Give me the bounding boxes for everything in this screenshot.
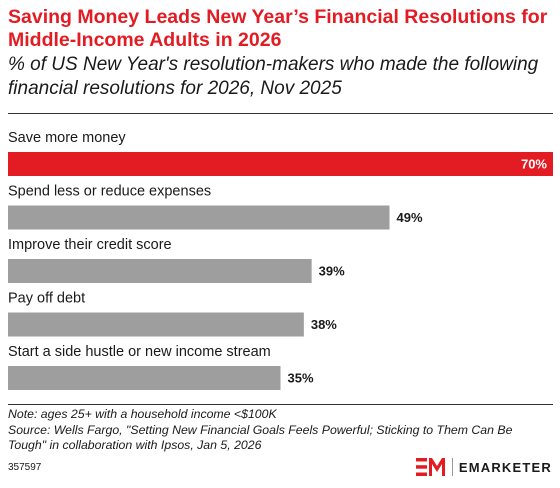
category-label: Start a side hustle or new income stream xyxy=(8,344,271,360)
bar xyxy=(8,312,304,337)
value-label: 38% xyxy=(311,317,337,332)
bar-chart: Save more money 70% Spend less or reduce e… xyxy=(8,130,553,390)
category-label: Spend less or reduce expenses xyxy=(8,184,211,200)
footnotes: Note: ages 25+ with a household income <… xyxy=(8,407,553,454)
category-label: Save more money xyxy=(8,130,126,146)
top-divider xyxy=(8,113,553,114)
note-text: Note: ages 25+ with a household income <… xyxy=(8,407,277,421)
bar xyxy=(8,152,553,176)
value-label: 70% xyxy=(521,157,547,172)
category-label: Pay off debt xyxy=(8,291,85,307)
brand-logo: EMARKETER xyxy=(415,458,552,476)
bar xyxy=(8,366,281,390)
bar xyxy=(8,259,312,283)
brand-wordmark: EMARKETER xyxy=(458,459,552,475)
value-label: 49% xyxy=(397,210,423,225)
value-label: 39% xyxy=(319,264,345,279)
category-label: Improve their credit score xyxy=(8,237,172,253)
logo-separator xyxy=(451,458,453,476)
bar xyxy=(8,205,390,230)
source-text: Source: Wells Fargo, "Setting New Financ… xyxy=(8,422,513,453)
em-logo-icon xyxy=(415,458,445,476)
chart-title: Saving Money Leads New Year’s Financial … xyxy=(8,6,548,51)
value-label: 35% xyxy=(288,371,314,386)
chart-id: 357597 xyxy=(8,462,42,473)
chart-subtitle: % of US New Year's resolution-makers who… xyxy=(8,54,539,99)
bottom-divider xyxy=(8,404,553,405)
